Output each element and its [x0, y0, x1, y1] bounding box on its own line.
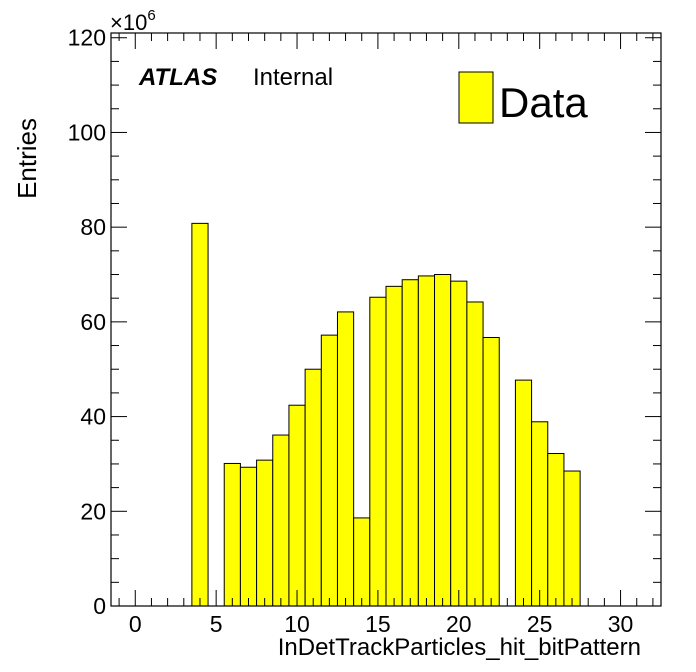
histogram-bar — [434, 274, 452, 607]
histogram-bar — [353, 517, 371, 607]
y-tick-label: 80 — [80, 214, 106, 240]
histogram-bar — [336, 311, 355, 607]
x-tick-label: 30 — [608, 611, 634, 637]
histogram-bar — [369, 296, 387, 607]
y-tick-label: 120 — [68, 25, 106, 51]
histogram-bar — [304, 368, 322, 607]
legend-label: Data — [499, 79, 588, 126]
internal-label: Internal — [253, 64, 333, 91]
y-tick-label: 0 — [93, 593, 106, 619]
axis-ticks — [111, 33, 661, 607]
histogram-bar — [450, 280, 468, 607]
y-multiplier: ×106 — [110, 7, 156, 35]
histogram-bar — [563, 470, 581, 607]
x-tick-label: 10 — [284, 611, 310, 637]
y-tick-label: 60 — [80, 309, 106, 335]
histogram-bar — [401, 279, 419, 607]
histogram-bar — [417, 275, 436, 607]
histogram-bar — [272, 434, 290, 607]
histogram-bar — [531, 421, 549, 607]
histogram-bar — [320, 334, 338, 607]
x-axis-label: InDetTrackParticles_hit_bitPattern — [278, 634, 641, 661]
histogram-bar — [239, 466, 258, 607]
atlas-label: ATLAS — [138, 64, 217, 91]
histogram-bars — [191, 222, 581, 607]
histogram-bar — [223, 462, 241, 607]
histogram-bar — [191, 222, 209, 607]
y-axis-label: Entries — [12, 118, 42, 199]
y-tick-label: 20 — [80, 498, 106, 524]
histogram-bar — [385, 285, 403, 607]
y-tick-label: 40 — [80, 404, 106, 430]
y-tick-labels: 0 20 40 60 80 100 120 — [68, 25, 106, 619]
histogram-bar — [466, 301, 484, 607]
plot-frame — [110, 32, 662, 607]
x-tick-label: 5 — [210, 611, 223, 637]
x-tick-label: 20 — [446, 611, 472, 637]
x-tick-labels: 0 5 10 15 20 25 30 — [129, 611, 633, 637]
x-tick-label: 0 — [129, 611, 142, 637]
histogram-bar — [482, 336, 500, 607]
histogram-bar — [514, 379, 533, 607]
legend: Data — [458, 71, 588, 126]
histogram-bar — [288, 404, 306, 607]
y-tick-label: 100 — [68, 119, 106, 145]
x-tick-label: 15 — [365, 611, 391, 637]
x-tick-label: 25 — [527, 611, 553, 637]
histogram-bar — [256, 459, 274, 607]
legend-swatch — [458, 71, 494, 124]
histogram-bar — [547, 453, 565, 607]
